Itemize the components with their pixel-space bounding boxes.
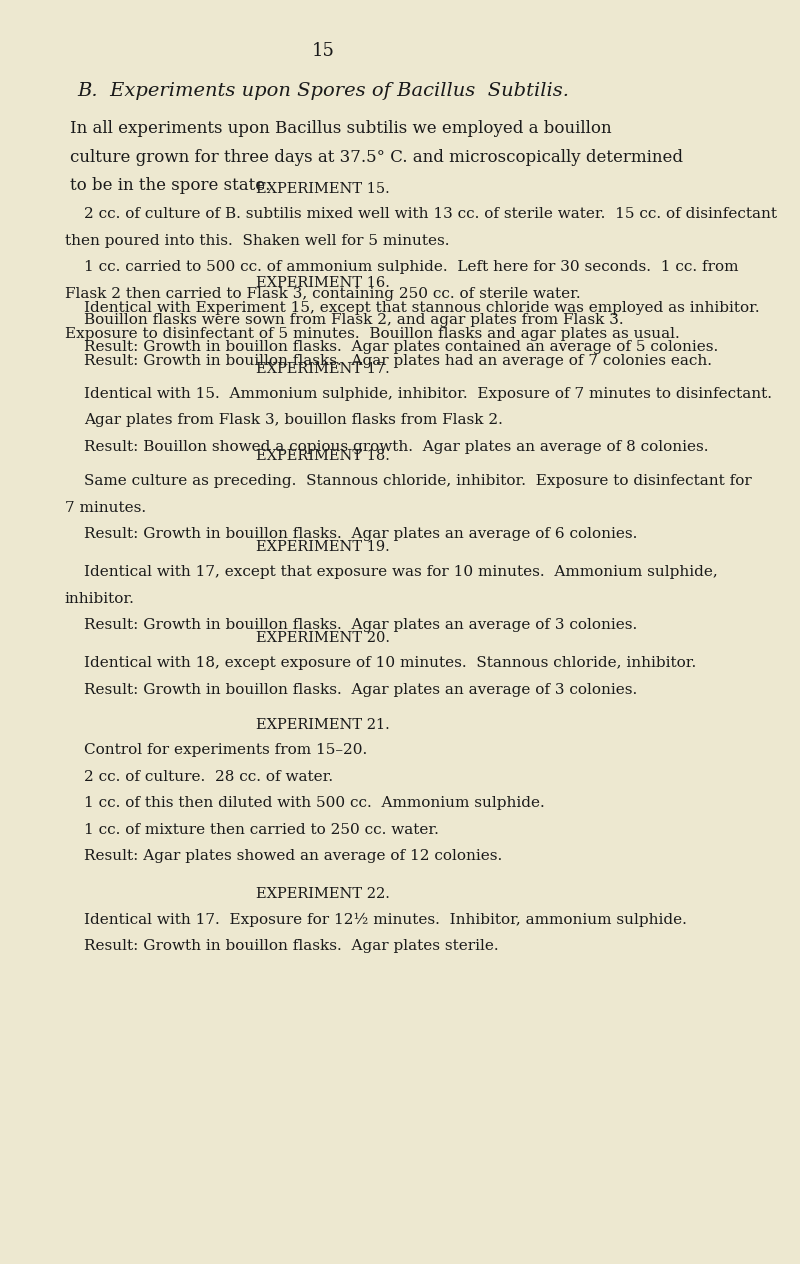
Text: Same culture as preceding.  Stannous chloride, inhibitor.  Exposure to disinfect: Same culture as preceding. Stannous chlo…	[84, 474, 752, 488]
Text: Result: Growth in bouillon flasks.  Agar plates had an average of 7 colonies eac: Result: Growth in bouillon flasks. Agar …	[84, 354, 712, 368]
Text: EXPERIMENT 20.: EXPERIMENT 20.	[256, 631, 390, 645]
Text: Result: Growth in bouillon flasks.  Agar plates an average of 3 colonies.: Result: Growth in bouillon flasks. Agar …	[84, 618, 638, 632]
Text: Result: Agar plates showed an average of 12 colonies.: Result: Agar plates showed an average of…	[84, 849, 502, 863]
Text: 2 cc. of culture of B. subtilis mixed well with 13 cc. of sterile water.  15 cc.: 2 cc. of culture of B. subtilis mixed we…	[84, 207, 777, 221]
Text: 1 cc. of mixture then carried to 250 cc. water.: 1 cc. of mixture then carried to 250 cc.…	[84, 823, 439, 837]
Text: inhibitor.: inhibitor.	[65, 592, 134, 605]
Text: Control for experiments from 15–20.: Control for experiments from 15–20.	[84, 743, 367, 757]
Text: Identical with 17, except that exposure was for 10 minutes.  Ammonium sulphide,: Identical with 17, except that exposure …	[84, 565, 718, 579]
Text: In all experiments upon Bacillus subtilis we employed a bouillon: In all experiments upon Bacillus subtili…	[70, 120, 611, 137]
Text: Result: Growth in bouillon flasks.  Agar plates an average of 3 colonies.: Result: Growth in bouillon flasks. Agar …	[84, 683, 638, 696]
Text: Identical with 15.  Ammonium sulphide, inhibitor.  Exposure of 7 minutes to disi: Identical with 15. Ammonium sulphide, in…	[84, 387, 772, 401]
Text: 1 cc. of this then diluted with 500 cc.  Ammonium sulphide.: 1 cc. of this then diluted with 500 cc. …	[84, 796, 545, 810]
Text: 1 cc. carried to 500 cc. of ammonium sulphide.  Left here for 30 seconds.  1 cc.: 1 cc. carried to 500 cc. of ammonium sul…	[84, 260, 738, 274]
Text: EXPERIMENT 21.: EXPERIMENT 21.	[256, 718, 390, 732]
Text: Agar plates from Flask 3, bouillon flasks from Flask 2.: Agar plates from Flask 3, bouillon flask…	[84, 413, 503, 427]
Text: Result: Bouillon showed a copious growth.  Agar plates an average of 8 colonies.: Result: Bouillon showed a copious growth…	[84, 440, 709, 454]
Text: Result: Growth in bouillon flasks.  Agar plates sterile.: Result: Growth in bouillon flasks. Agar …	[84, 939, 498, 953]
Text: 2 cc. of culture.  28 cc. of water.: 2 cc. of culture. 28 cc. of water.	[84, 770, 333, 784]
Text: EXPERIMENT 19.: EXPERIMENT 19.	[256, 540, 390, 554]
Text: Flask 2 then carried to Flask 3, containing 250 cc. of sterile water.: Flask 2 then carried to Flask 3, contain…	[65, 287, 580, 301]
Text: 15: 15	[312, 42, 334, 59]
Text: Identical with Experiment 15, except that stannous chloride was employed as inhi: Identical with Experiment 15, except tha…	[84, 301, 760, 315]
Text: Identical with 17.  Exposure for 12½ minutes.  Inhibitor, ammonium sulphide.: Identical with 17. Exposure for 12½ minu…	[84, 913, 687, 927]
Text: Result: Growth in bouillon flasks.  Agar plates contained an average of 5 coloni: Result: Growth in bouillon flasks. Agar …	[84, 340, 718, 354]
Text: EXPERIMENT 18.: EXPERIMENT 18.	[256, 449, 390, 463]
Text: EXPERIMENT 22.: EXPERIMENT 22.	[256, 887, 390, 901]
Text: EXPERIMENT 15.: EXPERIMENT 15.	[256, 182, 390, 196]
Text: Exposure to disinfectant of 5 minutes.  Bouillon flasks and agar plates as usual: Exposure to disinfectant of 5 minutes. B…	[65, 327, 679, 341]
Text: Result: Growth in bouillon flasks.  Agar plates an average of 6 colonies.: Result: Growth in bouillon flasks. Agar …	[84, 527, 638, 541]
Text: 7 minutes.: 7 minutes.	[65, 501, 146, 514]
Text: EXPERIMENT 17.: EXPERIMENT 17.	[256, 362, 390, 375]
Text: then poured into this.  Shaken well for 5 minutes.: then poured into this. Shaken well for 5…	[65, 234, 449, 248]
Text: Identical with 18, except exposure of 10 minutes.  Stannous chloride, inhibitor.: Identical with 18, except exposure of 10…	[84, 656, 696, 670]
Text: Bouillon flasks were sown from Flask 2, and agar plates from Flask 3.: Bouillon flasks were sown from Flask 2, …	[84, 313, 624, 327]
Text: EXPERIMENT 16.: EXPERIMENT 16.	[256, 276, 390, 289]
Text: culture grown for three days at 37.5° C. and microscopically determined: culture grown for three days at 37.5° C.…	[70, 149, 683, 166]
Text: B.  Experiments upon Spores of Bacillus  Subtilis.: B. Experiments upon Spores of Bacillus S…	[77, 82, 570, 100]
Text: to be in the spore state.: to be in the spore state.	[70, 177, 270, 193]
